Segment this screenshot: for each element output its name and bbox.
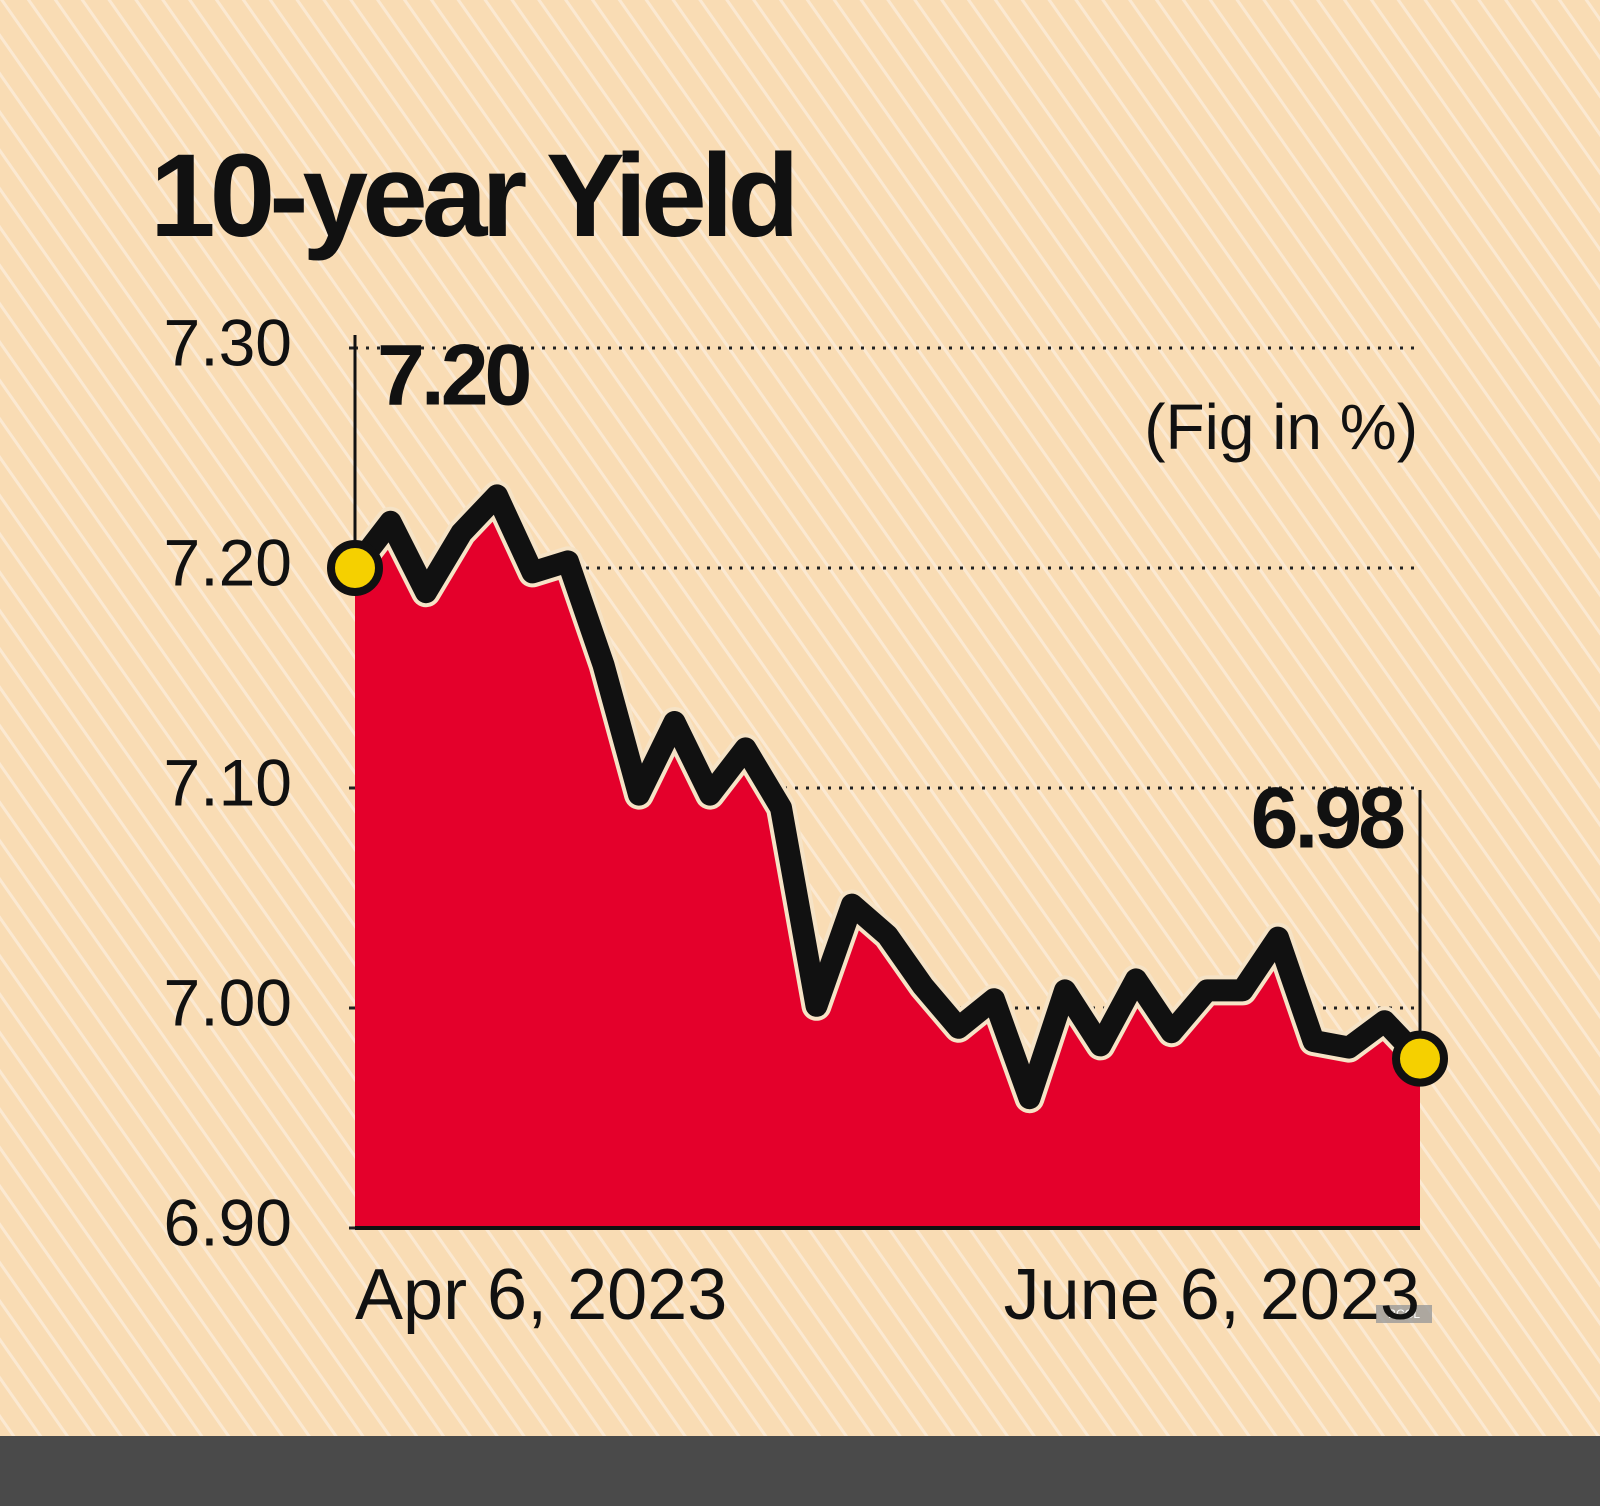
- x-tick-label: Apr 6, 2023: [355, 1255, 727, 1335]
- watermark: BCCL: [1388, 1307, 1420, 1321]
- y-tick-label: 7.30: [164, 305, 292, 379]
- y-tick-label: 7.10: [164, 745, 292, 819]
- end-marker: [327, 540, 383, 596]
- line: [344, 484, 1431, 1110]
- data-label: 7.20: [377, 328, 530, 424]
- unit-note: (Fig in %): [1144, 391, 1418, 463]
- chart-title: 10-year Yield: [150, 130, 794, 262]
- footer-bar: [0, 1436, 1600, 1506]
- area: [355, 495, 1420, 1228]
- y-tick-label: 6.90: [164, 1185, 292, 1259]
- watermark-box: [1376, 1305, 1432, 1323]
- y-tick-label: 7.20: [164, 525, 292, 599]
- end-marker: [1392, 1030, 1448, 1087]
- y-tick-label: 7.00: [164, 965, 292, 1039]
- x-tick-label: June 6, 2023: [1004, 1255, 1420, 1335]
- data-label: 6.98: [1251, 771, 1405, 867]
